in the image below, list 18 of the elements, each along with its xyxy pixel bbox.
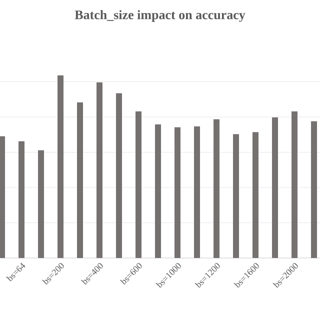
- bar: [252, 132, 259, 258]
- bar: [18, 141, 24, 258]
- bar: [38, 150, 44, 258]
- bar: [272, 117, 278, 258]
- bar: [174, 127, 181, 258]
- bar: [194, 126, 200, 258]
- bar: [155, 124, 161, 258]
- bar: [292, 111, 298, 258]
- bar: [214, 119, 220, 258]
- bar: [233, 134, 240, 258]
- bar: [96, 82, 102, 258]
- bar: [0, 136, 5, 258]
- chart-title: Batch_size impact on accuracy: [74, 10, 246, 22]
- bar: [58, 75, 64, 258]
- bar: [136, 111, 142, 258]
- bar: [311, 121, 318, 258]
- bar: [77, 102, 84, 258]
- bar: [116, 93, 122, 258]
